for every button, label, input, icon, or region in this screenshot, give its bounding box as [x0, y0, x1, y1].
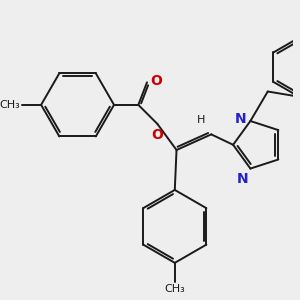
Text: N: N [237, 172, 249, 186]
Text: H: H [196, 115, 205, 125]
Text: O: O [150, 74, 162, 88]
Text: CH₃: CH₃ [0, 100, 20, 110]
Text: N: N [235, 112, 246, 126]
Text: CH₃: CH₃ [164, 284, 185, 294]
Text: O: O [152, 128, 164, 142]
